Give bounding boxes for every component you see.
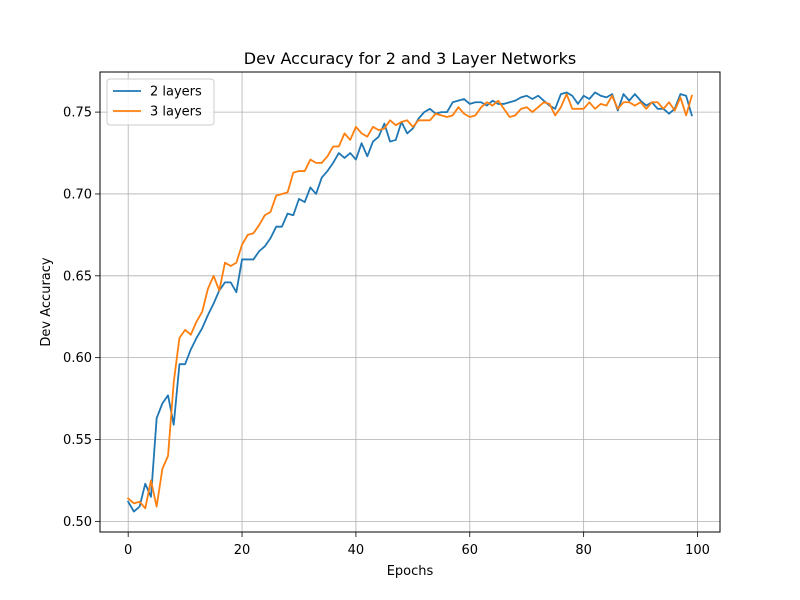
- legend-label: 2 layers: [150, 85, 202, 100]
- x-tick-label: 60: [462, 543, 479, 558]
- legend: 2 layers 3 layers: [106, 78, 215, 126]
- x-axis: 0 20 40 60 80 100: [124, 532, 710, 558]
- y-tick-label: 0.50: [63, 515, 92, 530]
- grid: [100, 72, 720, 532]
- series-line-three-layers: [126, 93, 693, 510]
- x-tick-label: 20: [234, 543, 251, 558]
- x-tick-label: 40: [348, 543, 365, 558]
- chart-title: Dev Accuracy for 2 and 3 Layer Networks: [244, 49, 577, 68]
- x-tick-label: 0: [124, 543, 132, 558]
- series-line-two-layers: [126, 91, 693, 513]
- y-tick-label: 0.60: [63, 351, 92, 366]
- y-axis-title: Dev Accuracy: [39, 257, 54, 346]
- y-tick-label: 0.55: [63, 433, 92, 448]
- x-tick-label: 100: [685, 543, 710, 558]
- y-tick-label: 0.65: [63, 269, 92, 284]
- series-layer: [126, 91, 693, 513]
- plot-frame: [99, 71, 721, 533]
- y-tick-label: 0.75: [63, 106, 92, 121]
- legend-label: 3 layers: [150, 105, 202, 120]
- x-tick-label: 80: [575, 543, 592, 558]
- y-tick-label: 0.70: [63, 187, 92, 202]
- y-axis: 0.50 0.55 0.60 0.65 0.70 0.75: [63, 106, 100, 530]
- x-axis-title: Epochs: [387, 564, 434, 579]
